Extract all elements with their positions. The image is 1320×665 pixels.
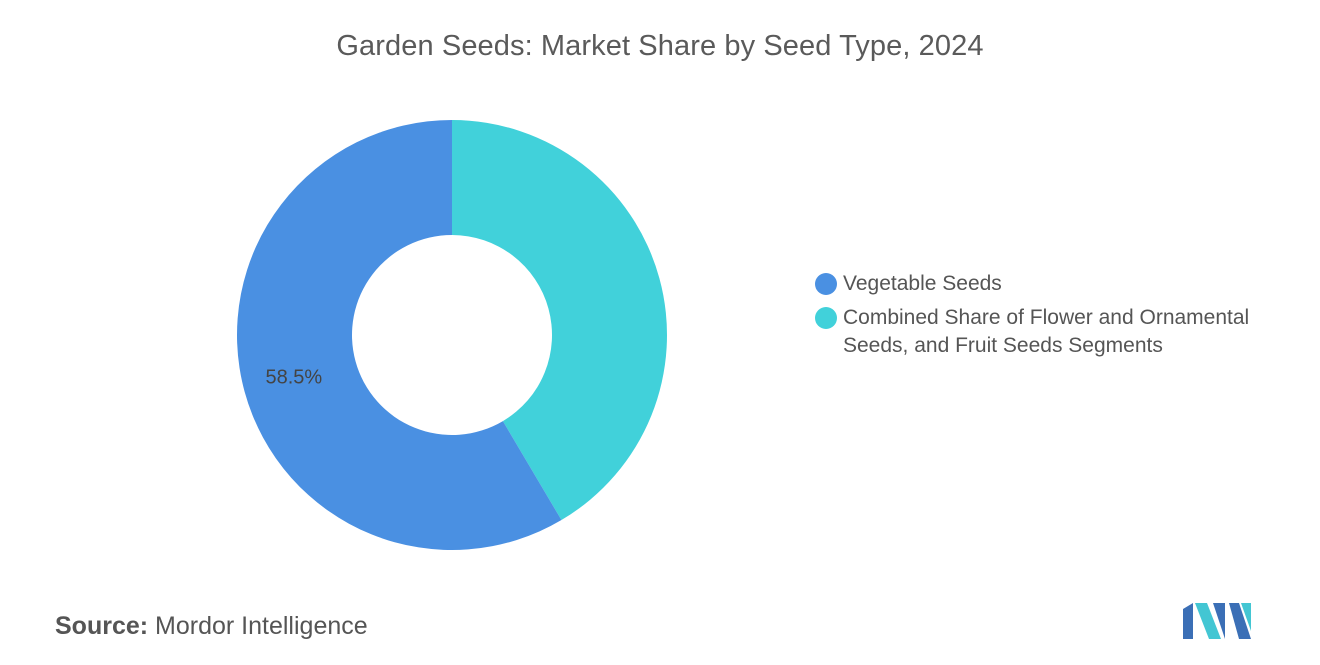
logo-shape-left	[1183, 603, 1193, 639]
legend-swatch-combined-share	[815, 307, 837, 329]
legend-label-combined-share: Combined Share of Flower and Ornamental …	[843, 306, 1250, 357]
legend-label-vegetable-seeds: Vegetable Seeds	[843, 272, 1002, 295]
chart-legend: Vegetable Seeds Combined Share of Flower…	[815, 270, 1295, 366]
logo-shape-right	[1229, 603, 1251, 639]
legend-swatch-vegetable-seeds	[815, 273, 837, 295]
logo-shape-mid	[1213, 603, 1225, 639]
mordor-intelligence-logo-icon	[1183, 603, 1251, 639]
source-key: Source:	[55, 612, 149, 640]
logo-shape-diagonal	[1195, 603, 1221, 639]
legend-item-vegetable-seeds: Vegetable Seeds	[815, 270, 1295, 298]
donut-slice-1	[236, 120, 562, 550]
donut-data-label-1: 58.5%	[265, 367, 322, 389]
source-value: Mordor Intelligence	[155, 612, 368, 640]
donut-slice-0	[452, 120, 667, 521]
logo-shape-right-bar	[1241, 603, 1251, 631]
legend-item-combined-share: Combined Share of Flower and Ornamental …	[815, 304, 1295, 360]
chart-title: Garden Seeds: Market Share by Seed Type,…	[336, 30, 984, 62]
source-note: Source: Mordor Intelligence	[55, 612, 368, 641]
